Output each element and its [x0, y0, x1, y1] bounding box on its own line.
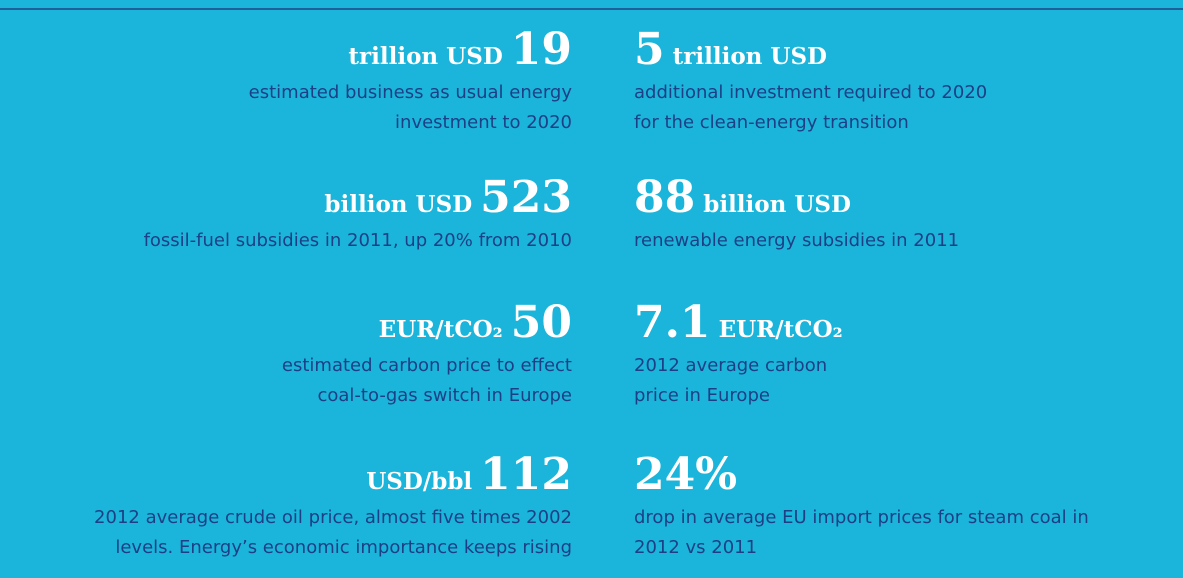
stat-value: 19 — [510, 24, 572, 75]
stat-heading: billion USD 523 — [12, 170, 572, 226]
stat-unit: EUR/tCO₂ — [378, 316, 503, 343]
stat-description: estimated business as usual energy — [248, 82, 572, 103]
stat-heading: 24% — [634, 447, 1183, 503]
stat-heading: 7.1 EUR/tCO₂ — [634, 295, 1183, 351]
stat-description: renewable energy subsidies in 2011 — [634, 230, 960, 251]
stat-value: 523 — [480, 172, 572, 223]
stat-value: 7.1 — [634, 297, 711, 348]
stat-description: fossil-fuel subsidies in 2011, up 20% fr… — [143, 230, 572, 251]
stat-block: trillion USD 19 estimated business as usua… — [12, 22, 572, 138]
stat-unit: trillion USD — [672, 43, 827, 70]
stat-unit: trillion USD — [348, 43, 503, 70]
stat-unit: billion USD — [703, 191, 851, 218]
stat-heading: 88 billion USD — [634, 170, 1183, 226]
stat-value: 24% — [634, 449, 738, 500]
stat-description: for the clean-energy transition — [634, 112, 909, 133]
stat-description: price in Europe — [634, 385, 770, 406]
stat-description: estimated carbon price to effect — [281, 355, 572, 376]
stat-unit: USD/bbl — [366, 468, 473, 495]
stat-description: drop in average EU import prices for ste… — [634, 507, 1089, 528]
stat-description: 2012 average crude oil price, almost fiv… — [94, 507, 572, 528]
stat-block: 5 trillion USD additional investment requi… — [634, 22, 1183, 138]
top-rule — [0, 8, 1183, 10]
stat-unit: EUR/tCO₂ — [718, 316, 843, 343]
stat-unit: billion USD — [324, 191, 473, 218]
stat-description: 2012 average carbon — [634, 355, 828, 376]
stat-block: EUR/tCO₂ 50 estimated carbon price to effe… — [12, 295, 572, 411]
stat-heading: EUR/tCO₂ 50 — [12, 295, 572, 351]
stat-description: additional investment required to 2020 — [634, 82, 988, 103]
stat-value: 112 — [480, 449, 572, 500]
stat-heading: USD/bbl 112 — [12, 447, 572, 503]
stat-description: coal-to-gas switch in Europe — [317, 385, 572, 406]
stat-heading: trillion USD 19 — [12, 22, 572, 78]
stat-description: investment to 2020 — [395, 112, 572, 133]
stat-value: 88 — [634, 172, 696, 223]
stat-block: 7.1 EUR/tCO₂ 2012 average carbon price in E… — [634, 295, 1183, 411]
stat-block: 88 billion USD renewable energy subsidies … — [634, 170, 1183, 256]
stat-value: 50 — [510, 297, 572, 348]
stat-value: 5 — [634, 24, 665, 75]
stat-heading: 5 trillion USD — [634, 22, 1183, 78]
stat-description: levels. Energy’s economic importance kee… — [115, 537, 572, 558]
stat-block: 24% drop in average EU import prices for … — [634, 447, 1183, 563]
stat-description: 2012 vs 2011 — [634, 537, 758, 558]
stat-block: billion USD 523 fossil-fuel subsidies in 2… — [12, 170, 572, 256]
stat-block: USD/bbl 112 2012 average crude oil price, … — [12, 447, 572, 563]
